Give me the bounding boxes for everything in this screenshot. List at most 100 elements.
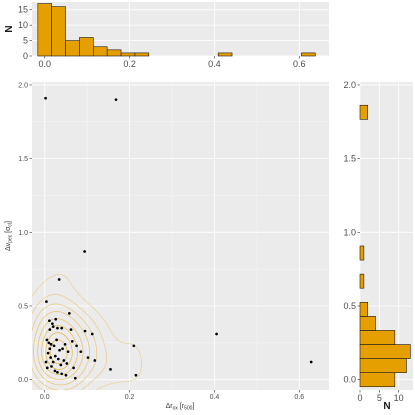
top-histogram-bar bbox=[106, 49, 122, 57]
scatter-point bbox=[49, 342, 53, 346]
scatter-point bbox=[45, 300, 48, 303]
scatter-points bbox=[44, 96, 313, 380]
top-histogram-bar bbox=[65, 40, 80, 57]
main-y-tick-label: 0.5 bbox=[18, 304, 28, 311]
top-y-tick-label: 5 bbox=[23, 36, 28, 46]
right-histogram-x-ticks: 0 5 10 bbox=[357, 390, 404, 403]
right-histogram-y-ticks: 0.0 0.5 1.0 1.5 2.0 bbox=[343, 80, 360, 385]
main-x-tick-label: 0.4 bbox=[210, 394, 220, 401]
scatter-point bbox=[45, 366, 49, 370]
top-x-tick-label: 0.0 bbox=[38, 59, 51, 69]
scatter-point bbox=[134, 373, 138, 377]
right-x-tick-label: 0 bbox=[357, 393, 362, 403]
scatter-point bbox=[83, 250, 86, 253]
scatter-point bbox=[215, 332, 218, 336]
scatter-point bbox=[114, 98, 118, 102]
scatter-point bbox=[51, 322, 54, 326]
top-y-tick-label: 10 bbox=[18, 20, 28, 30]
right-histogram-bar bbox=[359, 104, 369, 120]
scatter-point bbox=[86, 356, 90, 359]
scatter-point bbox=[132, 344, 136, 348]
density-contour-line bbox=[31, 294, 108, 391]
top-x-tick-label: 0.4 bbox=[208, 59, 221, 69]
main-y-tick-label: 0.0 bbox=[18, 377, 28, 384]
scatter-point bbox=[93, 359, 97, 362]
right-histogram-x-label: N bbox=[383, 401, 390, 412]
right-y-tick-label: 0.5 bbox=[343, 301, 356, 311]
right-histogram-bar bbox=[359, 344, 411, 359]
scatter-point bbox=[48, 319, 51, 323]
density-contour-line bbox=[45, 332, 73, 370]
main-scatter-x-ticks: 0.0 0.2 0.4 0.6 bbox=[40, 390, 304, 401]
scatter-point bbox=[70, 340, 74, 343]
scatter-point bbox=[60, 326, 64, 330]
right-histogram-bar bbox=[359, 273, 365, 289]
scatter-point bbox=[53, 369, 57, 373]
scatter-point bbox=[90, 332, 94, 336]
scatter-point bbox=[55, 338, 58, 342]
scatter-point bbox=[63, 342, 67, 346]
top-histogram-y-label: N bbox=[4, 25, 15, 32]
scatter-point bbox=[53, 354, 57, 358]
top-x-tick-label: 0.2 bbox=[123, 59, 136, 69]
right-histogram-bar bbox=[359, 301, 369, 317]
scatter-point bbox=[72, 366, 75, 370]
scatter-point bbox=[54, 317, 58, 321]
density-contour-line bbox=[31, 274, 142, 391]
right-x-tick-label: 10 bbox=[394, 393, 404, 403]
scatter-point bbox=[50, 365, 53, 368]
top-histogram-bar bbox=[79, 37, 94, 57]
scatter-point bbox=[44, 360, 48, 364]
scatter-point bbox=[79, 350, 83, 354]
main-x-axis-label: Δrox [r500] bbox=[166, 403, 195, 412]
scatter-point bbox=[309, 360, 313, 364]
main-x-tick-label: 0.6 bbox=[294, 394, 304, 401]
top-y-tick-label: 15 bbox=[18, 5, 28, 15]
scatter-point bbox=[65, 362, 69, 365]
scatter-point bbox=[67, 312, 71, 315]
main-y-tick-label: 1.5 bbox=[18, 156, 28, 163]
right-y-tick-label: 1.0 bbox=[343, 227, 356, 237]
scatter-point bbox=[44, 96, 47, 100]
main-scatter-panel: 0.0 0.2 0.4 0.6 0.0 0.5 1.0 1.5 2.0 Δrox [r500]… bbox=[5, 82, 329, 412]
scatter-point bbox=[66, 350, 70, 354]
top-histogram-bar bbox=[134, 52, 150, 57]
scatter-point bbox=[46, 351, 50, 355]
top-histogram-bar bbox=[301, 52, 316, 57]
top-histogram-bar bbox=[93, 46, 108, 57]
right-histogram-panel: 0 5 10 0.0 0.5 1.0 1.5 2.0 N bbox=[343, 80, 413, 412]
scatter-point bbox=[56, 326, 59, 330]
main-y-tick-label: 1.0 bbox=[18, 230, 28, 237]
main-x-tick-label: 0.0 bbox=[40, 394, 50, 401]
scatter-point bbox=[51, 360, 55, 364]
right-x-tick-label: 5 bbox=[377, 393, 382, 403]
right-y-tick-label: 1.5 bbox=[343, 154, 356, 164]
main-y-axis-label: Δvpec [σcl] bbox=[5, 221, 14, 251]
scatter-point bbox=[45, 338, 49, 342]
scatter-point bbox=[64, 373, 68, 377]
scatter-point bbox=[59, 363, 63, 367]
right-histogram-bars bbox=[359, 104, 411, 388]
scatter-point bbox=[52, 344, 56, 348]
top-histogram-bar bbox=[217, 52, 233, 57]
right-histogram-bar bbox=[359, 316, 376, 331]
top-histogram-x-ticks: 0.0 0.2 0.4 0.6 bbox=[38, 56, 306, 69]
scatter-point bbox=[47, 341, 51, 345]
top-histogram-y-ticks: 0 5 10 15 bbox=[18, 5, 32, 61]
top-x-tick-label: 0.6 bbox=[293, 59, 306, 69]
scatter-point bbox=[56, 357, 60, 361]
right-histogram-bar bbox=[359, 330, 396, 345]
right-histogram-bar bbox=[359, 358, 407, 373]
scatter-point bbox=[75, 344, 78, 348]
right-histogram-bar bbox=[359, 245, 365, 261]
scatter-point bbox=[56, 370, 59, 374]
top-histogram-bar bbox=[37, 3, 52, 57]
scatter-point bbox=[109, 368, 112, 371]
top-histogram-panel: 0.0 0.2 0.4 0.6 0 5 10 15 N bbox=[4, 2, 329, 69]
scatter-point bbox=[58, 348, 61, 352]
main-scatter-y-ticks: 0.0 0.5 1.0 1.5 2.0 bbox=[18, 82, 32, 384]
top-histogram-bar bbox=[51, 6, 66, 57]
density-contour-line bbox=[33, 311, 90, 386]
scatter-point bbox=[49, 356, 53, 359]
